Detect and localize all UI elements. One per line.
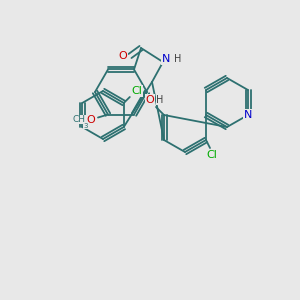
Text: N: N xyxy=(162,54,170,64)
Text: Cl: Cl xyxy=(207,150,218,160)
Text: O: O xyxy=(118,51,127,61)
Text: CH: CH xyxy=(73,115,85,124)
Text: H: H xyxy=(174,54,182,64)
Text: 3: 3 xyxy=(84,122,88,128)
Text: Cl: Cl xyxy=(131,86,142,96)
Text: O: O xyxy=(146,95,154,105)
Text: H: H xyxy=(156,95,164,105)
Text: N: N xyxy=(244,110,252,120)
Text: O: O xyxy=(87,115,95,124)
